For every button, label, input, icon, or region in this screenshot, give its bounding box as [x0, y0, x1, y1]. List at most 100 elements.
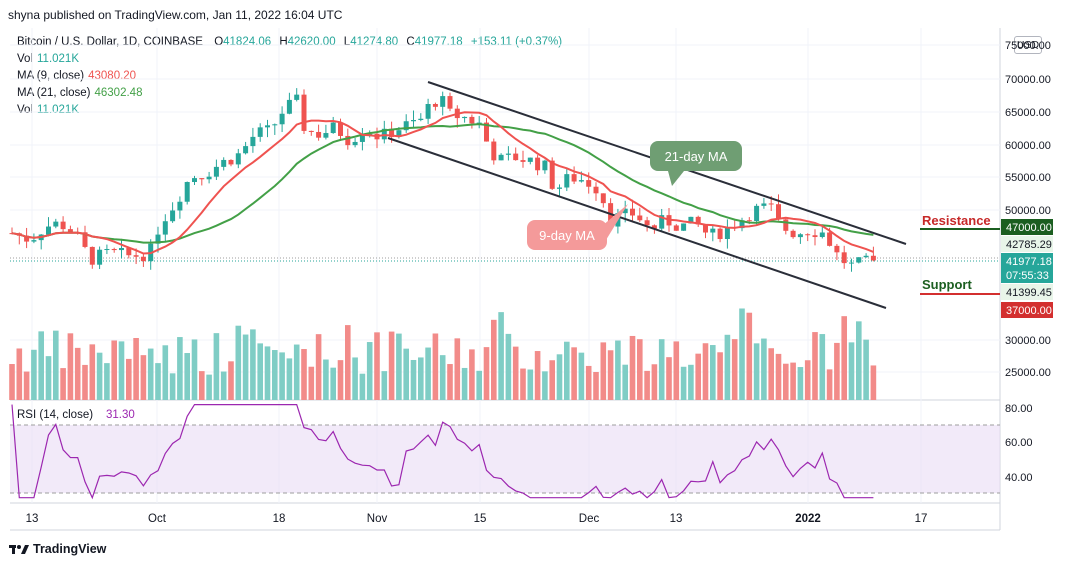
volume-bar — [213, 333, 220, 400]
volume-bar — [804, 360, 811, 400]
volume-bar — [323, 359, 329, 400]
candle-body — [170, 210, 176, 222]
candle-body — [97, 249, 103, 265]
volume-bar — [469, 349, 475, 400]
candle-body — [469, 116, 475, 124]
candle-body — [819, 232, 825, 238]
candle-body — [732, 227, 738, 229]
time-tick: 17 — [915, 513, 928, 525]
volume-bar — [169, 373, 176, 400]
level-badge-2 — [1001, 284, 1053, 300]
candle-body — [352, 141, 358, 146]
volume-bar — [53, 330, 59, 400]
candle-body — [425, 104, 431, 119]
candle-body — [870, 255, 876, 261]
volume-bar — [418, 357, 424, 400]
tradingview-icon — [9, 545, 29, 554]
candle-body — [498, 154, 504, 161]
volume-bar — [549, 360, 555, 400]
channel-upper-line — [427, 81, 907, 245]
volume-bar — [104, 363, 110, 400]
volume-bar — [38, 331, 44, 400]
candle-body — [841, 252, 847, 264]
time-tick: 18 — [273, 513, 286, 525]
volume-bar — [45, 356, 52, 400]
candle-body — [148, 243, 154, 262]
symbol-legend[interactable]: Bitcoin / U.S. Dollar, 1D, COINBASE O418… — [17, 36, 563, 48]
candle-body — [651, 225, 657, 229]
volume-bar — [658, 339, 665, 400]
candle-body — [286, 99, 292, 114]
candle-body — [586, 180, 592, 187]
volume-bar — [242, 334, 249, 400]
time-tick: 13 — [26, 513, 39, 525]
candle-body — [703, 224, 708, 233]
volume-bar — [731, 339, 738, 400]
candle-body — [228, 159, 234, 165]
candle-body — [301, 94, 307, 131]
candle-body — [199, 178, 205, 180]
volume-legend[interactable]: Vol 11.021K — [17, 53, 79, 65]
candle-body — [16, 233, 22, 236]
rsi-line — [11, 404, 874, 500]
volume-bar — [308, 366, 315, 400]
level-badge-2-text: 41399.45 — [1006, 287, 1052, 299]
volume-bar — [126, 358, 132, 400]
high-value: 42620.00 — [287, 36, 336, 48]
volume-bar — [74, 347, 81, 400]
volume-bar — [688, 364, 694, 400]
candle-body — [695, 216, 701, 225]
channel-lower-line — [387, 137, 887, 309]
resistance-label: Resistance — [922, 213, 991, 228]
candle-body — [812, 235, 818, 238]
ma21-legend[interactable]: MA (21, close) 46302.48 — [17, 87, 143, 99]
currency-button[interactable]: USD — [1014, 36, 1042, 54]
candle-body — [783, 219, 789, 231]
volume-bar — [870, 365, 877, 400]
candle-body — [520, 160, 526, 162]
volume-bar — [710, 345, 716, 400]
volume-bar — [600, 342, 607, 400]
symbol-title[interactable]: Bitcoin / U.S. Dollar, 1D, COINBASE — [17, 36, 203, 48]
volume-bar — [199, 371, 205, 400]
candle-body — [308, 130, 314, 132]
volume-bar — [571, 347, 577, 400]
candle-body — [615, 213, 621, 227]
volume-bar — [345, 325, 351, 400]
volume-bar — [585, 365, 592, 400]
tradingview-logo[interactable]: TradingView — [9, 542, 106, 556]
candle-body — [681, 223, 687, 231]
price-tick: 60000.00 — [1005, 140, 1051, 152]
volume2-legend[interactable]: Vol 11.021K — [17, 104, 79, 116]
time-axis: 13 Oct 18 Nov 15 Dec 13 2022 17 — [26, 513, 928, 525]
open-value: 41824.06 — [223, 36, 272, 48]
candle-body — [637, 215, 643, 221]
candle-body — [31, 240, 37, 242]
price-tick: 50000.00 — [1005, 205, 1051, 217]
countdown-text: 07:55:33 — [1006, 270, 1049, 282]
volume-bar — [286, 358, 293, 400]
volume-bar — [622, 364, 628, 400]
level-badge — [1001, 236, 1053, 252]
volume-bar — [753, 343, 760, 400]
price-tick: 70000.00 — [1005, 74, 1051, 86]
candle-body — [571, 174, 577, 182]
volume-bars — [9, 308, 877, 400]
volume-bar — [191, 339, 198, 400]
candle-body — [505, 153, 511, 155]
volume-bar — [498, 312, 504, 400]
volume-bar — [527, 369, 534, 400]
candle-body — [600, 193, 606, 204]
ma21-annotation-text: 21-day MA — [665, 149, 728, 164]
volume-bar — [834, 342, 840, 400]
candle-body — [119, 247, 124, 251]
candle-body — [447, 96, 453, 109]
volume-bar — [352, 357, 358, 400]
volume-bar — [359, 373, 366, 400]
ma9-legend[interactable]: MA (9, close) 43080.20 — [17, 70, 137, 82]
volume-bar — [461, 367, 468, 400]
candle-body — [418, 118, 424, 121]
volume-bar — [746, 312, 753, 400]
low-value: 41274.80 — [350, 36, 399, 48]
candle-body — [265, 125, 270, 128]
